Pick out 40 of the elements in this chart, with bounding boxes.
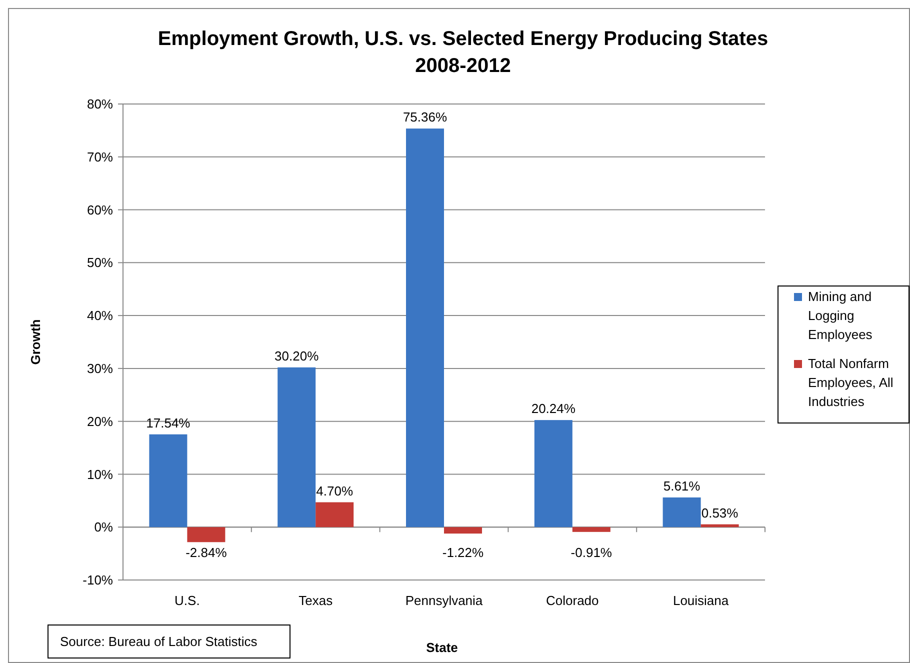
- data-label: -0.91%: [570, 545, 612, 560]
- y-tick-label: 20%: [86, 414, 114, 429]
- x-tick-label: Texas: [298, 593, 334, 608]
- bar: [406, 128, 444, 528]
- y-tick-label: 80%: [86, 96, 114, 112]
- bar: [149, 434, 188, 528]
- x-tick-label: U.S.: [174, 593, 200, 608]
- data-label: 5.61%: [663, 478, 701, 494]
- y-tick-label: 30%: [86, 360, 114, 376]
- chart-title: Employment Growth, U.S. vs. Selected Energy Producing States 2008-2012: [158, 28, 768, 77]
- bar: [572, 527, 610, 532]
- x-tick-label: Louisiana: [672, 593, 730, 608]
- legend-label: Total Nonfarm Employees, All Industries: [808, 356, 894, 409]
- data-label: 4.70%: [316, 483, 354, 498]
- data-label: 75.36%: [402, 110, 448, 125]
- x-axis-title: State: [426, 640, 458, 655]
- y-tick-label: 50%: [86, 255, 114, 270]
- y-tick-label: -10%: [82, 572, 114, 588]
- y-tick-label: 10%: [86, 466, 114, 482]
- bar: [278, 367, 316, 528]
- data-label: -1.22%: [442, 545, 484, 560]
- bar: [187, 527, 226, 542]
- data-label: 20.24%: [531, 401, 576, 416]
- data-label: 17.54%: [146, 415, 191, 430]
- x-tick-label: Colorado: [546, 593, 599, 608]
- y-tick-label: 0%: [94, 520, 114, 535]
- legend-label: Mining and Logging Employees: [808, 289, 873, 342]
- data-label: -2.84%: [186, 545, 228, 560]
- y-tick-label: 40%: [86, 308, 114, 324]
- y-axis-title: Growth: [28, 319, 43, 365]
- x-tick-label: Pennsylvania: [405, 593, 484, 608]
- source-note: Source: Bureau of Labor Statistics: [60, 634, 258, 649]
- data-label: 0.53%: [701, 505, 739, 520]
- y-tick-label: 60%: [86, 202, 114, 218]
- data-label: 30.20%: [274, 348, 320, 364]
- bar: [534, 420, 572, 528]
- bar: [662, 497, 701, 528]
- y-tick-label: 70%: [86, 149, 114, 164]
- bar: [444, 527, 482, 534]
- bar: [316, 502, 354, 528]
